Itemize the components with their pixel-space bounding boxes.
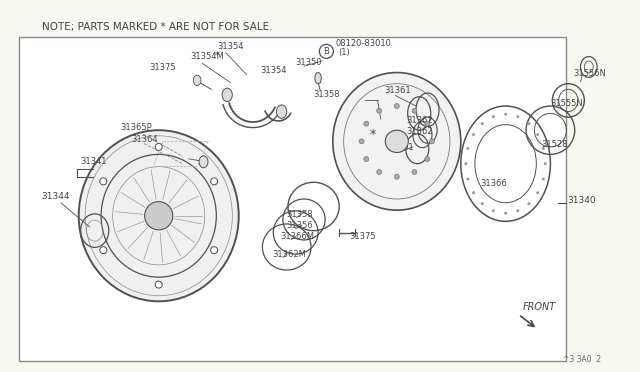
Circle shape xyxy=(542,147,545,150)
Text: 31555N: 31555N xyxy=(550,99,583,108)
Ellipse shape xyxy=(79,130,239,301)
Ellipse shape xyxy=(276,105,287,118)
Circle shape xyxy=(481,202,484,205)
Ellipse shape xyxy=(199,156,208,168)
Bar xyxy=(19,37,566,361)
Circle shape xyxy=(492,209,495,212)
Circle shape xyxy=(504,113,507,116)
Text: 31341: 31341 xyxy=(80,157,106,166)
Circle shape xyxy=(364,121,369,126)
Circle shape xyxy=(359,139,364,144)
Circle shape xyxy=(394,103,399,109)
Ellipse shape xyxy=(193,75,201,86)
Circle shape xyxy=(412,108,417,113)
Ellipse shape xyxy=(315,73,321,84)
Circle shape xyxy=(504,212,507,215)
Text: 31362M: 31362M xyxy=(272,250,306,259)
Circle shape xyxy=(394,174,399,179)
Circle shape xyxy=(156,281,162,288)
Text: 31356: 31356 xyxy=(287,221,314,230)
Text: 31350: 31350 xyxy=(296,58,322,67)
Text: 31361: 31361 xyxy=(387,143,414,152)
Circle shape xyxy=(100,247,107,254)
Circle shape xyxy=(481,122,484,125)
Circle shape xyxy=(542,177,545,180)
Text: 31358: 31358 xyxy=(286,210,313,219)
Text: *: * xyxy=(214,51,219,61)
Text: *: * xyxy=(370,128,376,141)
Circle shape xyxy=(527,122,531,125)
Text: 31358: 31358 xyxy=(314,90,340,99)
Circle shape xyxy=(472,133,475,136)
Text: 31340: 31340 xyxy=(568,196,596,205)
Text: 31361: 31361 xyxy=(384,86,411,95)
Text: (1): (1) xyxy=(338,48,349,57)
Circle shape xyxy=(492,115,495,118)
Text: ^3 3A0  2: ^3 3A0 2 xyxy=(563,355,602,364)
Circle shape xyxy=(467,177,469,180)
Circle shape xyxy=(429,139,435,144)
Text: 31364: 31364 xyxy=(131,135,158,144)
Circle shape xyxy=(377,108,381,113)
Ellipse shape xyxy=(222,88,232,102)
Text: 31528: 31528 xyxy=(541,140,567,149)
Text: 31556N: 31556N xyxy=(573,69,605,78)
Circle shape xyxy=(516,209,520,212)
Circle shape xyxy=(527,202,531,205)
Circle shape xyxy=(156,144,162,150)
Circle shape xyxy=(536,133,540,136)
Text: 31366: 31366 xyxy=(480,179,507,188)
Text: NOTE; PARTS MARKED * ARE NOT FOR SALE.: NOTE; PARTS MARKED * ARE NOT FOR SALE. xyxy=(42,22,272,32)
Text: 31354: 31354 xyxy=(260,66,287,75)
Circle shape xyxy=(465,162,467,165)
Circle shape xyxy=(425,121,430,126)
Ellipse shape xyxy=(385,130,408,153)
Circle shape xyxy=(516,115,520,118)
Circle shape xyxy=(425,157,430,161)
Ellipse shape xyxy=(333,73,461,210)
Circle shape xyxy=(472,191,475,194)
Text: 31354: 31354 xyxy=(218,42,244,51)
Circle shape xyxy=(364,157,369,161)
Text: 31365P: 31365P xyxy=(120,123,152,132)
Circle shape xyxy=(536,191,540,194)
Text: 31375: 31375 xyxy=(349,232,376,241)
Circle shape xyxy=(211,178,218,185)
Circle shape xyxy=(100,178,107,185)
Text: 31344: 31344 xyxy=(42,192,70,201)
Circle shape xyxy=(467,147,469,150)
Circle shape xyxy=(544,162,547,165)
Text: FRONT: FRONT xyxy=(522,302,556,312)
Circle shape xyxy=(412,170,417,174)
Text: 31375: 31375 xyxy=(150,63,177,72)
Text: 31362: 31362 xyxy=(406,116,433,125)
Text: 31362: 31362 xyxy=(406,127,433,136)
Text: 31366M: 31366M xyxy=(280,232,314,241)
Text: 08120-83010: 08120-83010 xyxy=(335,39,391,48)
Text: B: B xyxy=(323,47,330,56)
Circle shape xyxy=(211,247,218,254)
Text: 31354M: 31354M xyxy=(190,52,224,61)
Circle shape xyxy=(377,170,381,174)
Ellipse shape xyxy=(145,202,173,230)
